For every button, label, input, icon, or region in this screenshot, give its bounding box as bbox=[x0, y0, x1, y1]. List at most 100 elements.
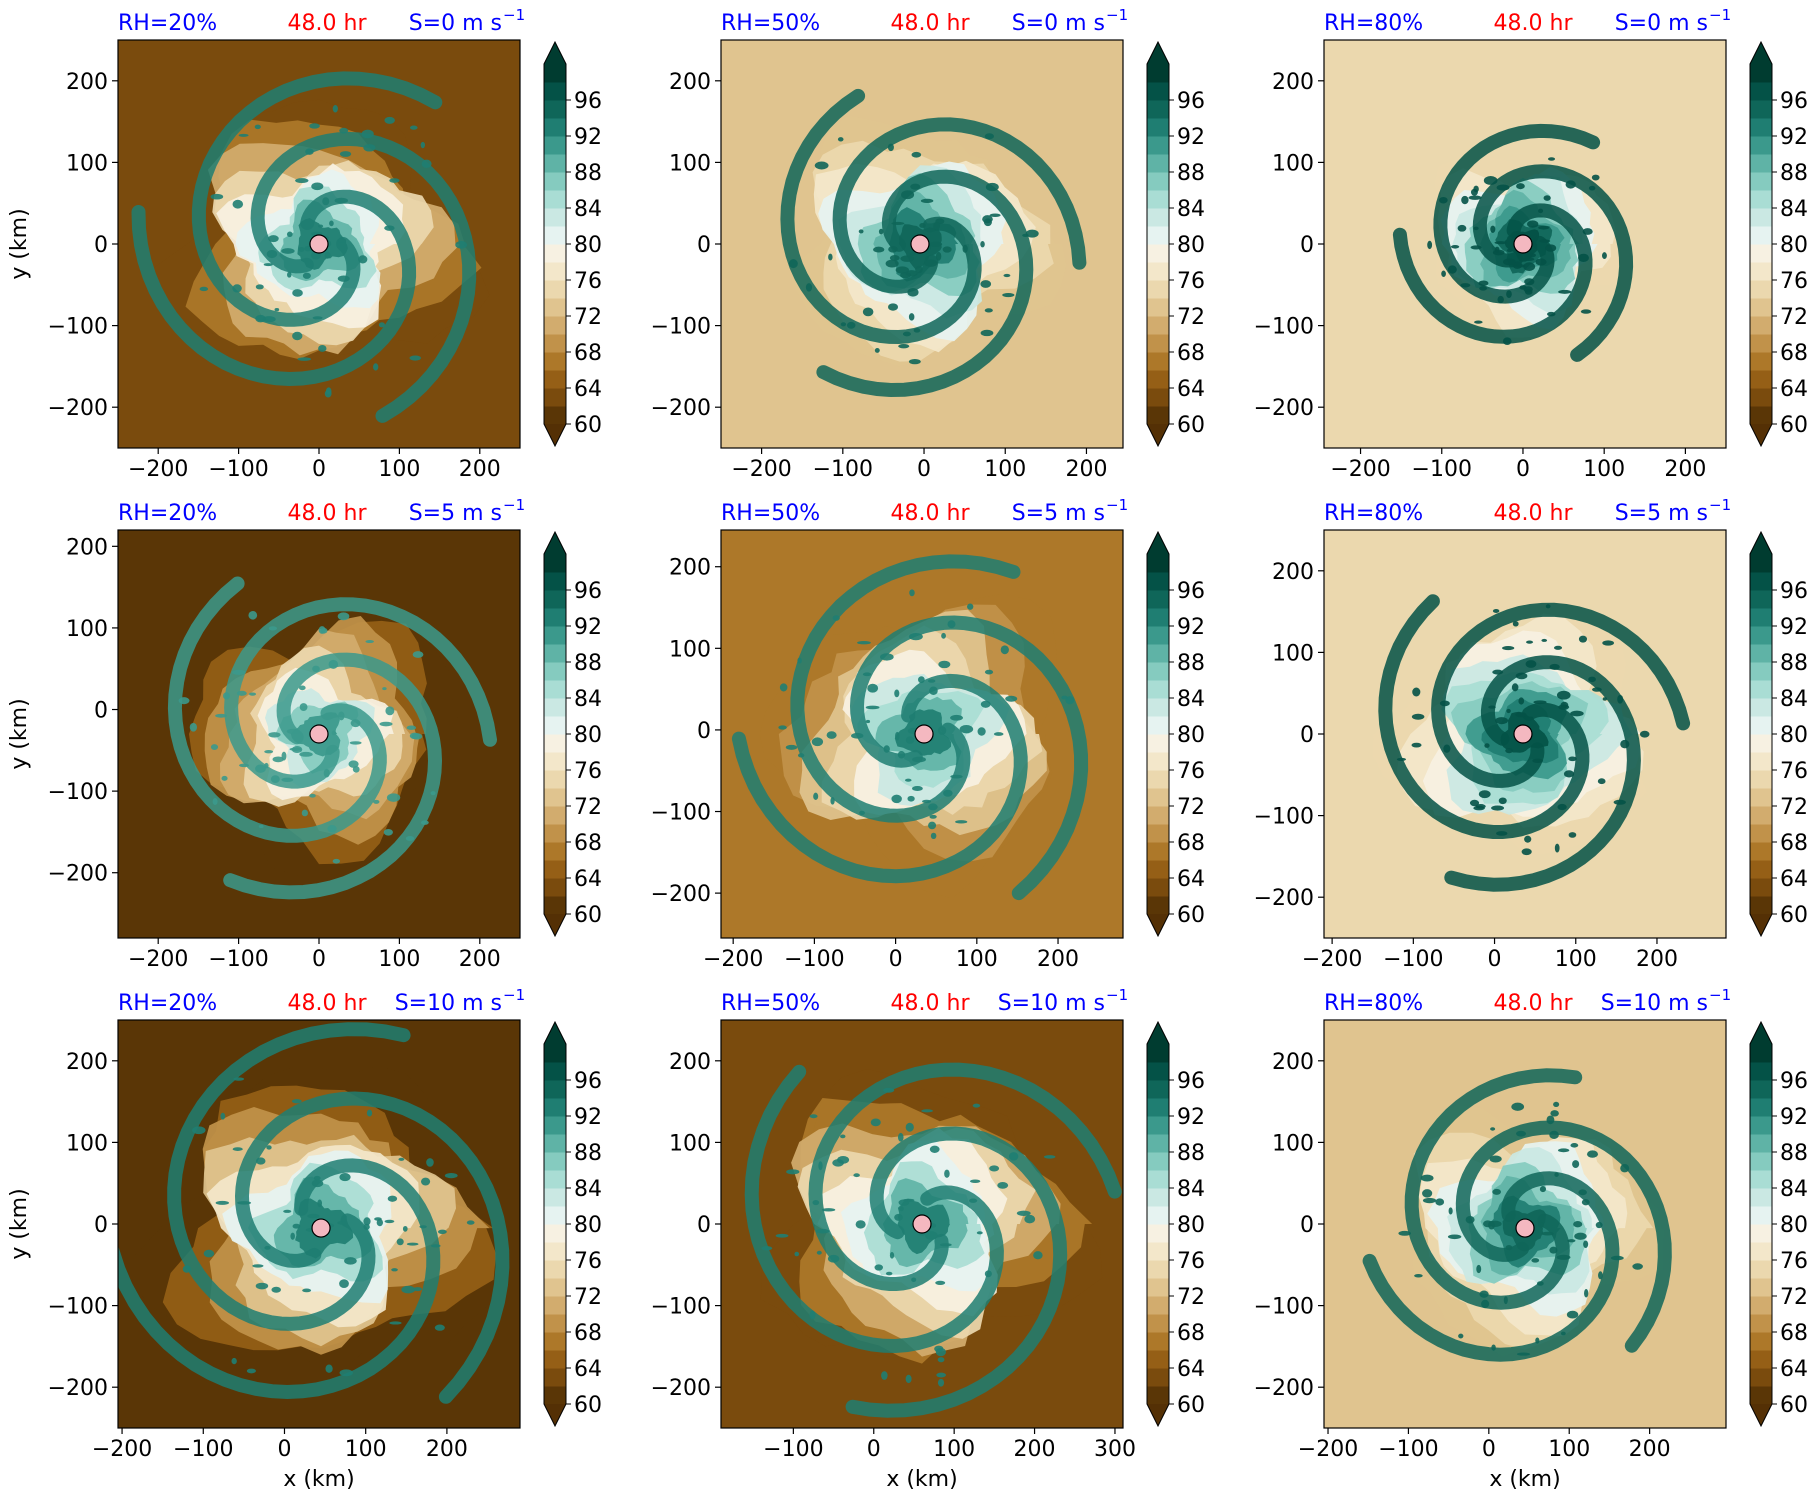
colorbar-tick-label: 60 bbox=[1177, 903, 1205, 928]
convective-cell bbox=[944, 1169, 950, 1178]
convective-cell bbox=[1443, 744, 1451, 753]
colorbar-tick-label: 96 bbox=[1177, 579, 1205, 604]
colorbar: 96 92 88 84 80 76 72 68 64 60 bbox=[543, 530, 602, 938]
convective-cell bbox=[1560, 701, 1569, 709]
convective-cell bbox=[818, 1161, 823, 1171]
convective-cell bbox=[984, 308, 993, 313]
convective-cell bbox=[1632, 1263, 1643, 1270]
colorbar-segment bbox=[1147, 716, 1169, 735]
convective-cell bbox=[389, 1321, 402, 1325]
convective-cell bbox=[286, 728, 301, 735]
convective-cell bbox=[384, 225, 395, 231]
rainband bbox=[845, 1126, 1068, 1418]
convective-cell bbox=[1025, 229, 1039, 238]
convective-cell bbox=[920, 198, 934, 204]
convective-cell bbox=[223, 692, 230, 700]
colorbar-segment bbox=[544, 626, 566, 645]
convective-cell bbox=[889, 255, 900, 261]
convective-cell bbox=[941, 632, 946, 639]
convective-cell bbox=[1043, 1155, 1056, 1159]
colorbar-segment bbox=[1147, 662, 1169, 681]
convective-cell bbox=[1539, 239, 1551, 243]
convective-cell bbox=[420, 820, 429, 825]
y-tick-label: −100 bbox=[48, 1295, 108, 1320]
convective-cell bbox=[387, 1195, 398, 1202]
convective-cell bbox=[1568, 756, 1577, 762]
convective-cell bbox=[909, 589, 915, 597]
x-tick-label: −100 bbox=[1412, 457, 1472, 482]
convective-cell bbox=[1602, 697, 1608, 701]
panel-title-shear-exponent: −1 bbox=[1106, 986, 1128, 1004]
convective-cell bbox=[1553, 1101, 1560, 1107]
convective-cell bbox=[358, 255, 368, 264]
colorbar-segment bbox=[1147, 280, 1169, 299]
rh-field bbox=[118, 530, 520, 938]
convective-cell bbox=[1570, 710, 1584, 717]
convective-cell bbox=[307, 1213, 320, 1219]
colorbar-segment bbox=[1147, 1314, 1169, 1333]
colorbar-tick-label: 68 bbox=[1780, 341, 1808, 366]
panel-title-time: 48.0 hr bbox=[1494, 501, 1574, 526]
convective-cell bbox=[1420, 1174, 1434, 1182]
colorbar-tick-label: 96 bbox=[1177, 1069, 1205, 1094]
colorbar-segment bbox=[544, 770, 566, 789]
x-tick-label: −100 bbox=[208, 457, 268, 482]
convective-cell bbox=[1617, 694, 1624, 704]
convective-cell bbox=[1545, 604, 1551, 609]
convective-cell bbox=[268, 626, 278, 631]
colorbar-tick-label: 76 bbox=[1780, 269, 1808, 294]
panel-title-rh: RH=50% bbox=[721, 501, 820, 526]
colorbar-segment bbox=[1750, 1062, 1772, 1081]
colorbar-tick-label: 92 bbox=[1780, 125, 1808, 150]
convective-cell bbox=[1494, 241, 1507, 245]
x-tick-label: 100 bbox=[933, 1437, 975, 1462]
convective-cell bbox=[874, 347, 880, 353]
convective-cell bbox=[881, 1371, 888, 1380]
convective-cell bbox=[255, 1282, 269, 1290]
panel-title-shear: S=5 m s bbox=[409, 501, 502, 526]
convective-cell bbox=[794, 1251, 800, 1257]
rh-field bbox=[721, 1020, 1123, 1428]
convective-cell bbox=[1526, 640, 1534, 644]
colorbar-segment bbox=[1147, 1260, 1169, 1279]
convective-cell bbox=[426, 1158, 434, 1167]
convective-cell bbox=[328, 659, 339, 669]
convective-cell bbox=[409, 355, 422, 361]
convective-cell bbox=[1005, 695, 1018, 702]
panel-title-rh: RH=50% bbox=[721, 991, 820, 1016]
convective-cell bbox=[266, 249, 278, 259]
y-tick-label: −200 bbox=[48, 396, 108, 421]
convective-cell bbox=[947, 620, 956, 629]
convective-cell bbox=[1492, 1188, 1502, 1195]
convective-cell bbox=[889, 1252, 895, 1259]
convective-cell bbox=[1557, 803, 1567, 811]
convective-cell bbox=[840, 322, 847, 327]
colorbar-segment bbox=[1750, 824, 1772, 843]
convective-cell bbox=[1533, 700, 1547, 705]
x-axis-label: x (km) bbox=[1489, 1467, 1560, 1492]
convective-cell bbox=[332, 858, 341, 864]
convective-cell bbox=[410, 125, 418, 130]
colorbar-segment bbox=[544, 334, 566, 353]
convective-cell bbox=[1427, 240, 1433, 250]
convective-cell bbox=[421, 159, 432, 168]
convective-cell bbox=[909, 252, 916, 256]
convective-cell bbox=[1460, 283, 1471, 288]
convective-cell bbox=[905, 1122, 914, 1132]
colorbar-segment bbox=[544, 1314, 566, 1333]
convective-cell bbox=[325, 1364, 333, 1373]
colorbar-tick-label: 76 bbox=[1780, 1249, 1808, 1274]
colorbar-segment bbox=[1147, 824, 1169, 843]
convective-cell bbox=[908, 632, 923, 641]
colorbar-segment bbox=[1147, 244, 1169, 263]
panel-title-shear-exponent: −1 bbox=[503, 986, 525, 1004]
x-tick-label: 100 bbox=[1555, 947, 1597, 972]
colorbar-segment bbox=[1147, 82, 1169, 101]
convective-cell bbox=[402, 1225, 408, 1232]
convective-cell bbox=[350, 719, 361, 728]
convective-cell bbox=[401, 1285, 416, 1294]
panel-title-rh: RH=80% bbox=[1324, 501, 1423, 526]
colorbar-tick-label: 60 bbox=[1780, 1393, 1808, 1418]
convective-cell bbox=[430, 1244, 441, 1248]
convective-cell bbox=[937, 1357, 945, 1363]
